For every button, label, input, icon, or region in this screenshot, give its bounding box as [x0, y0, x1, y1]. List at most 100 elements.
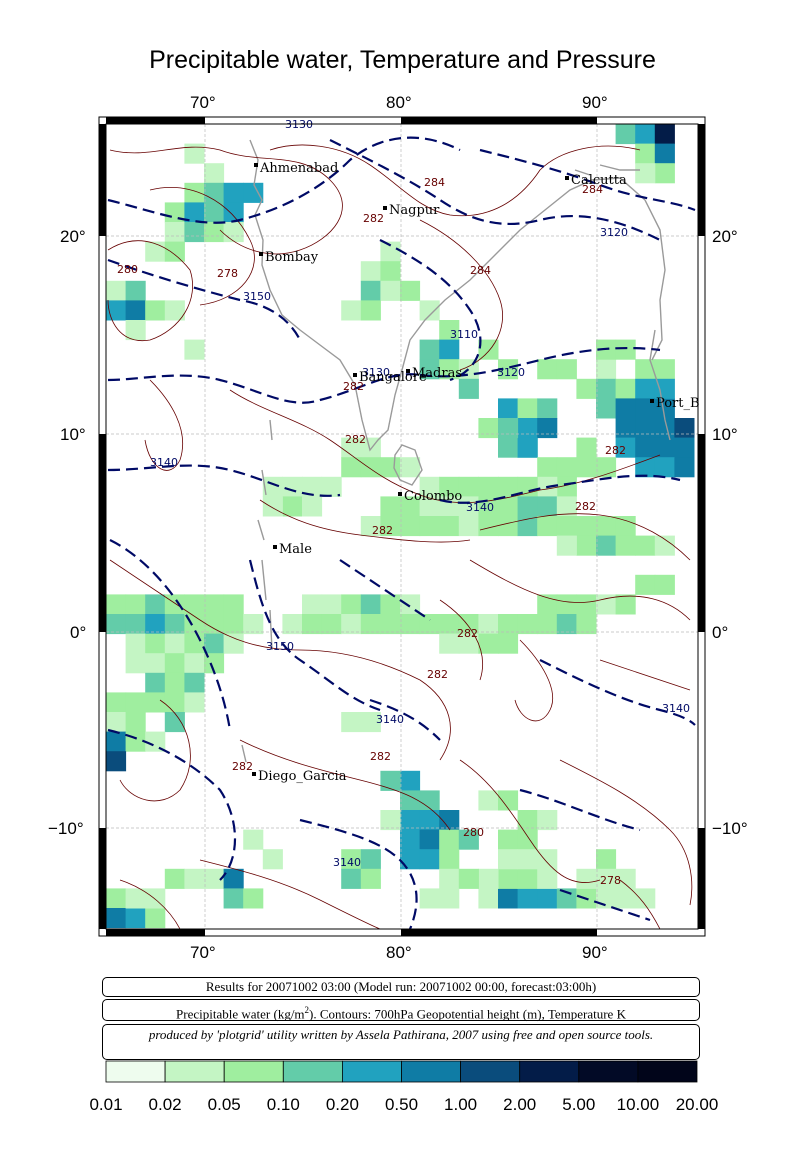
contour-label: 3130: [362, 366, 390, 379]
pw-cell: [106, 594, 127, 615]
pw-cell: [164, 868, 185, 889]
pw-cell: [341, 437, 362, 458]
pw-cell: [360, 849, 381, 870]
pw-cell: [537, 810, 558, 831]
pw-cell: [360, 457, 381, 478]
pw-cell: [517, 437, 538, 458]
city-male: Male: [273, 542, 312, 557]
pw-cell: [223, 868, 244, 889]
city-label: Calcutta: [571, 173, 627, 188]
pw-cell: [654, 535, 675, 556]
city-calcutta: Calcutta: [565, 173, 627, 188]
pw-cell: [498, 829, 519, 850]
colorbar-tick-label: 20.00: [675, 1095, 719, 1114]
pw-cell: [204, 633, 225, 654]
pw-cell: [654, 124, 675, 145]
lat-label-left: 0°: [70, 623, 86, 642]
pw-cell: [204, 222, 225, 243]
pw-cell: [439, 339, 460, 360]
lon-label-bottom: 90°: [582, 943, 608, 962]
pw-cell: [145, 241, 166, 262]
contour-label: 278: [217, 267, 238, 280]
pw-cell: [184, 594, 205, 615]
pw-cell: [635, 359, 656, 380]
colorbar-swatch: [223, 1060, 284, 1083]
pw-cell: [164, 241, 185, 262]
city-label: Bangalore: [359, 370, 427, 385]
contour-label: 284: [424, 176, 445, 189]
contour-label: 282: [457, 627, 478, 640]
pw-cell: [302, 496, 323, 517]
legend-info-text-b: ). Contours: 700hPa Geopotential height …: [309, 1006, 626, 1022]
pw-cell: [458, 496, 479, 517]
pw-cell: [458, 829, 479, 850]
pw-cell: [478, 868, 499, 889]
pw-cell: [380, 594, 401, 615]
city-label: Colombo: [404, 489, 462, 504]
pw-cell: [615, 516, 636, 537]
credit-box: produced by 'plotgrid' utility written b…: [102, 1024, 700, 1060]
pw-cell: [654, 398, 675, 419]
pw-cell: [125, 320, 146, 341]
pw-cell: [380, 516, 401, 537]
pw-cell: [556, 594, 577, 615]
pw-cell: [321, 614, 342, 635]
contour-label: 3150: [266, 640, 294, 653]
precipitable-water-cells: [106, 124, 695, 929]
contour-label: 282: [575, 500, 596, 513]
pw-cell: [576, 868, 597, 889]
pw-cell: [615, 378, 636, 399]
colorbar-tick-label: 1.00: [444, 1095, 478, 1114]
pw-cell: [400, 829, 421, 850]
city-diego-garcia: Diego_Garcia: [252, 769, 347, 784]
pw-cell: [145, 653, 166, 674]
pw-cell: [615, 398, 636, 419]
colorbar-swatch: [460, 1060, 521, 1083]
pw-cell: [615, 888, 636, 909]
pw-cell: [341, 712, 362, 733]
colorbar-swatch: [637, 1060, 698, 1083]
pw-cell: [262, 496, 283, 517]
pw-cell: [223, 633, 244, 654]
city-port-blair: Port_B: [650, 396, 700, 411]
pw-cell: [400, 790, 421, 811]
pw-cell: [302, 594, 323, 615]
colorbar-tick-label: 10.00: [616, 1095, 660, 1114]
lon-label-top: 90°: [582, 93, 608, 112]
credit-text: produced by 'plotgrid' utility written b…: [148, 1027, 654, 1042]
lat-label-left: −10°: [48, 819, 84, 838]
pw-cell: [635, 535, 656, 556]
pw-cell: [615, 594, 636, 615]
pw-cell: [125, 888, 146, 909]
pw-cell: [106, 300, 127, 321]
pw-cell: [615, 124, 636, 145]
pw-cell: [262, 849, 283, 870]
pw-cell: [302, 476, 323, 497]
pw-cell: [537, 418, 558, 439]
pw-cell: [262, 476, 283, 497]
pw-cell: [478, 418, 499, 439]
pw-cell: [498, 516, 519, 537]
pw-cell: [419, 790, 440, 811]
pw-cell: [537, 359, 558, 380]
pw-cell: [223, 888, 244, 909]
pw-cell: [125, 614, 146, 635]
pw-cell: [204, 182, 225, 203]
contour-label: 3120: [600, 226, 628, 239]
pw-cell: [360, 300, 381, 321]
pw-cell: [164, 300, 185, 321]
colorbar-tick-label: 2.00: [503, 1095, 537, 1114]
pw-cell: [400, 457, 421, 478]
contour-label: 282: [345, 433, 366, 446]
colorbar-tick-label: 5.00: [562, 1095, 596, 1114]
pw-cell: [654, 437, 675, 458]
pw-cell: [517, 888, 538, 909]
pw-cell: [654, 378, 675, 399]
pw-cell: [439, 614, 460, 635]
pw-cell: [360, 868, 381, 889]
lat-label-right: 20°: [712, 227, 738, 246]
pw-cell: [164, 222, 185, 243]
map-title: Precipitable water, Temperature and Pres…: [149, 46, 656, 74]
pw-cell: [243, 888, 264, 909]
